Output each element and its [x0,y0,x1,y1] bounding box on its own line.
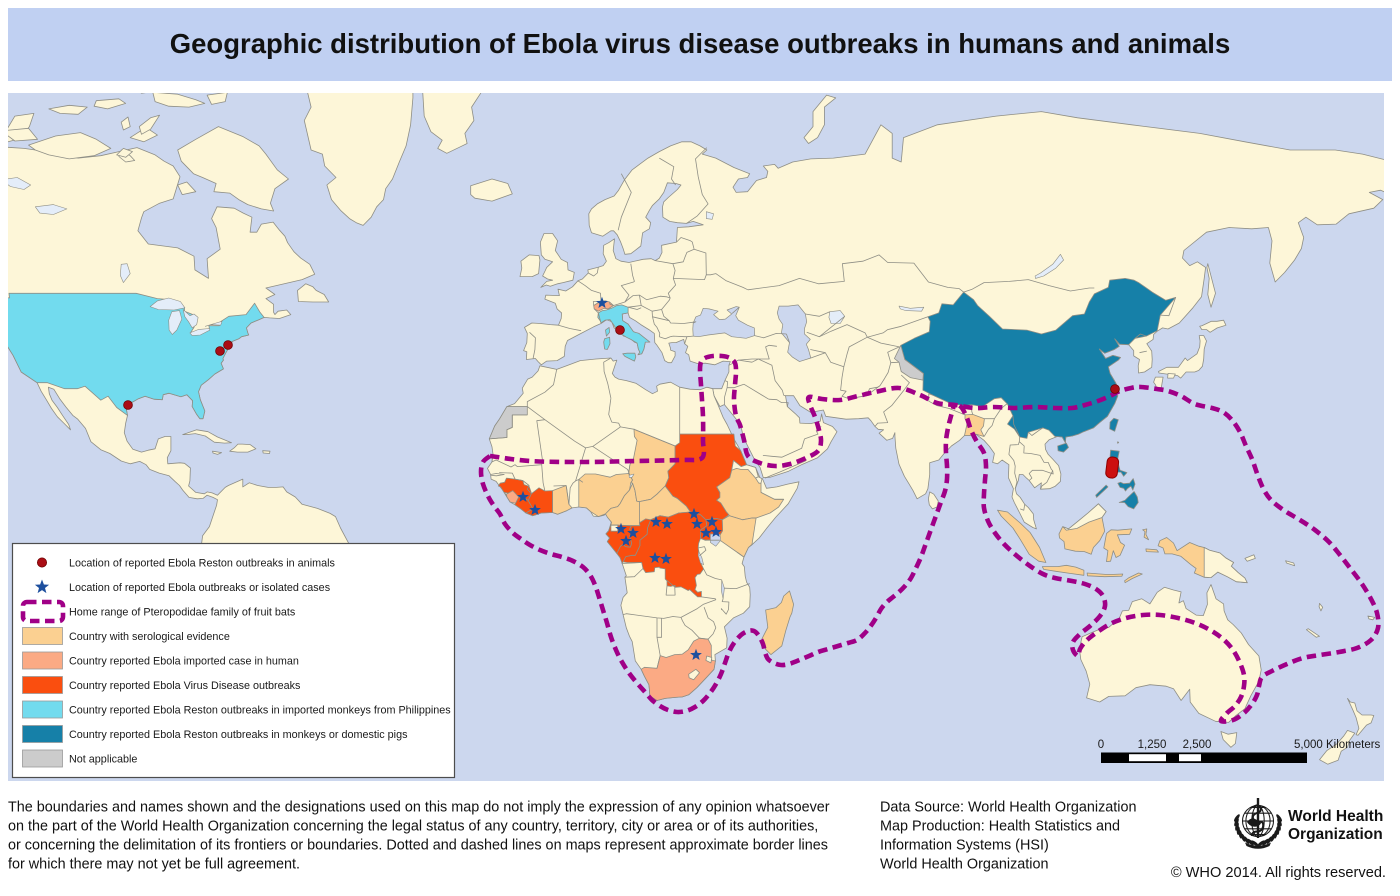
svg-text:World Health Organization: World Health Organization [880,857,1049,873]
svg-text:Country reported Ebola Reston: Country reported Ebola Reston outbreaks … [69,729,408,741]
svg-text:0: 0 [1098,739,1104,751]
svg-text:for which there may not yet be: for which there may not yet be full agre… [8,857,300,873]
svg-text:or concerning the delimitation: or concerning the delimitation of its fr… [8,838,828,854]
svg-text:Location of reported Ebola out: Location of reported Ebola outbreaks or … [69,582,331,594]
svg-text:© WHO 2014. All rights reserve: © WHO 2014. All rights reserved. [1171,865,1386,881]
svg-text:on the part of the World Healt: on the part of the World Health Organiza… [8,819,818,835]
svg-text:The boundaries and names shown: The boundaries and names shown and the d… [8,800,830,816]
svg-text:World Health: World Health [1288,808,1383,825]
svg-text:Data Source: World Health Orga: Data Source: World Health Organization [880,800,1137,816]
svg-text:Country with serological evide: Country with serological evidence [69,631,230,643]
svg-text:Location of reported Ebola Res: Location of reported Ebola Reston outbre… [69,558,335,570]
svg-text:Home range of Pteropodidae fam: Home range of Pteropodidae family of fru… [69,607,296,619]
svg-text:Information Systems (HSI): Information Systems (HSI) [880,838,1049,854]
svg-text:Geographic distribution of Ebo: Geographic distribution of Ebola virus d… [170,28,1231,59]
svg-text:Country reported Ebola Reston: Country reported Ebola Reston outbreaks … [69,705,451,717]
svg-text:Country reported Ebola Virus D: Country reported Ebola Virus Disease out… [69,680,301,692]
svg-text:5,000 Kilometers: 5,000 Kilometers [1294,739,1381,751]
svg-text:2,500: 2,500 [1183,739,1212,751]
svg-text:Map Production: Health Statist: Map Production: Health Statistics and [880,819,1120,835]
svg-text:Not applicable: Not applicable [69,754,137,766]
svg-text:Country reported Ebola importe: Country reported Ebola imported case in … [69,656,299,668]
svg-text:1,250: 1,250 [1138,739,1167,751]
svg-text:Organization: Organization [1288,826,1383,843]
